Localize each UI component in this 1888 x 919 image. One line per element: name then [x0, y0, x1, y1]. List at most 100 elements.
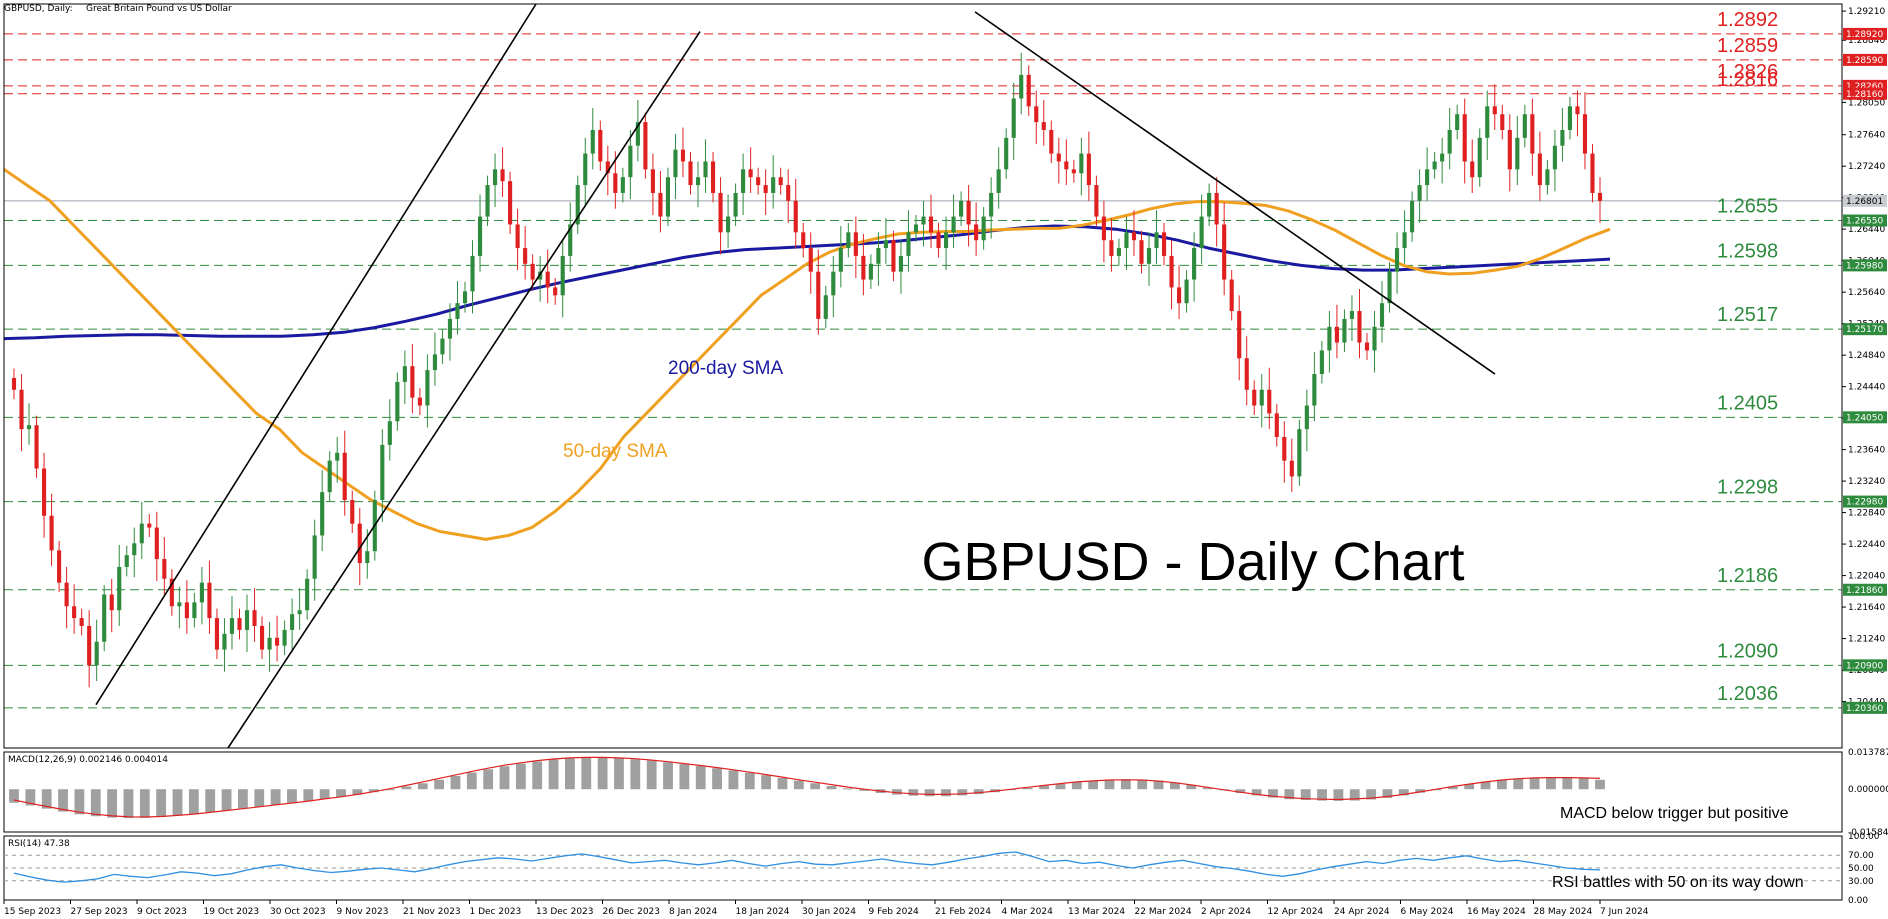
- candle-body: [327, 460, 332, 493]
- macd-histogram-bar: [826, 785, 837, 790]
- candle-body: [703, 161, 708, 178]
- macd-histogram-bar: [1153, 780, 1164, 790]
- support-level-tag: [1843, 583, 1887, 596]
- candle-body: [680, 149, 686, 162]
- price-tick-label: 1.26440: [1848, 225, 1885, 235]
- macd-histogram-bar: [156, 789, 167, 818]
- candle-body: [57, 550, 62, 583]
- time-tick-label: 30 Oct 2023: [270, 907, 326, 917]
- macd-histogram-bar: [188, 789, 199, 815]
- time-tick-label: 30 Jan 2024: [802, 907, 856, 917]
- candle-body: [951, 216, 956, 233]
- candle-body: [1177, 287, 1182, 304]
- macd-histogram-bar: [1415, 789, 1426, 793]
- macd-histogram-bar: [1088, 780, 1099, 790]
- candle-body: [628, 145, 633, 178]
- macd-histogram-bar: [1284, 789, 1295, 800]
- candle-body: [500, 169, 505, 182]
- candle-body: [1131, 232, 1137, 241]
- macd-histogram-bar: [695, 766, 706, 790]
- candle-body: [1560, 129, 1565, 146]
- candle-body: [1455, 114, 1460, 130]
- candle-body: [184, 602, 189, 619]
- candle-body: [162, 559, 167, 579]
- trendline: [227, 31, 701, 749]
- macd-label: MACD(12,26,9) 0.002146 0.004014: [8, 755, 168, 765]
- candle-body: [1379, 303, 1385, 327]
- candle-body: [1101, 216, 1106, 241]
- symbol-description: Great Britain Pound vs US Dollar: [86, 4, 232, 14]
- candle-body: [1297, 429, 1302, 477]
- support-level-label: 1.2655: [1717, 196, 1778, 218]
- candle-body: [598, 129, 603, 162]
- candle-body: [891, 240, 896, 272]
- candle-body: [846, 232, 851, 249]
- macd-histogram-bar: [303, 789, 314, 801]
- candle-body: [530, 263, 535, 280]
- support-level-tag-label: 1.20900: [1846, 661, 1883, 671]
- candle-body: [1244, 358, 1249, 390]
- candle-body: [455, 303, 460, 319]
- candle-body: [643, 122, 648, 170]
- candle-body: [282, 629, 287, 646]
- main-panel-frame: [3, 3, 1843, 749]
- macd-histogram-bar: [1104, 779, 1115, 790]
- rsi-line: [13, 851, 1601, 883]
- macd-histogram-bar: [450, 775, 461, 790]
- candle-body: [575, 185, 580, 225]
- candle-body: [763, 185, 768, 193]
- candle-body: [1116, 248, 1122, 256]
- macd-histogram-bar: [1120, 779, 1131, 790]
- macd-histogram-bar: [107, 789, 118, 818]
- macd-histogram-bar: [1578, 778, 1589, 790]
- candle-body: [771, 177, 776, 193]
- rsi-panel: RSI(14) 47.38 100.00 70.00 50.00 30.00 0.00 RS…: [3, 832, 1880, 906]
- candle-body: [1274, 413, 1279, 438]
- sma200-line: [3, 224, 1611, 341]
- candle-body: [1304, 405, 1309, 430]
- candle-body: [756, 177, 761, 186]
- candle-body: [207, 582, 212, 619]
- resistance-level-tag: [1843, 87, 1887, 100]
- candle-body: [943, 232, 949, 249]
- price-tick-label: 1.28840: [1848, 36, 1885, 46]
- candle-body: [1590, 153, 1595, 193]
- candle-body: [1139, 240, 1144, 264]
- macd-histogram-bar: [581, 757, 592, 790]
- candle-body: [320, 492, 325, 536]
- macd-histogram-bar: [1137, 779, 1148, 790]
- macd-histogram-bar: [663, 762, 673, 790]
- candle-body: [1357, 311, 1362, 343]
- candle-body: [139, 523, 144, 544]
- candle-body: [259, 625, 265, 650]
- candle-body: [1477, 137, 1482, 178]
- candle-body: [229, 618, 235, 634]
- support-level-label: 1.2036: [1717, 683, 1778, 705]
- macd-frame: [3, 751, 1843, 833]
- candle-body: [417, 397, 422, 406]
- candle-body: [49, 515, 54, 551]
- candle-body: [1259, 389, 1264, 406]
- support-level-tag-label: 1.26550: [1846, 217, 1883, 227]
- macd-histogram-bar: [1480, 781, 1491, 790]
- candle-body: [492, 169, 498, 186]
- macd-histogram-bar: [270, 789, 281, 805]
- macd-histogram-bar: [728, 770, 739, 790]
- macd-histogram-bar: [417, 783, 428, 790]
- macd-panel: MACD(12,26,9) 0.002146 0.004014 0.013787 0…: [3, 748, 1888, 838]
- candle-body: [1394, 248, 1400, 272]
- candle-body: [741, 169, 746, 193]
- candle-body: [72, 606, 77, 619]
- support-level-tag-label: 1.21860: [1846, 586, 1883, 596]
- macd-histogram-bar: [499, 766, 510, 790]
- candle-body: [1567, 106, 1573, 130]
- macd-histogram-bar: [892, 789, 902, 795]
- time-tick-label: 9 Nov 2023: [337, 907, 389, 917]
- macd-histogram-bar: [221, 789, 232, 811]
- macd-histogram-bar: [90, 789, 101, 817]
- candle-body: [425, 370, 430, 406]
- candle-body: [793, 200, 798, 233]
- candle-body: [838, 248, 843, 272]
- candle-body: [523, 248, 528, 264]
